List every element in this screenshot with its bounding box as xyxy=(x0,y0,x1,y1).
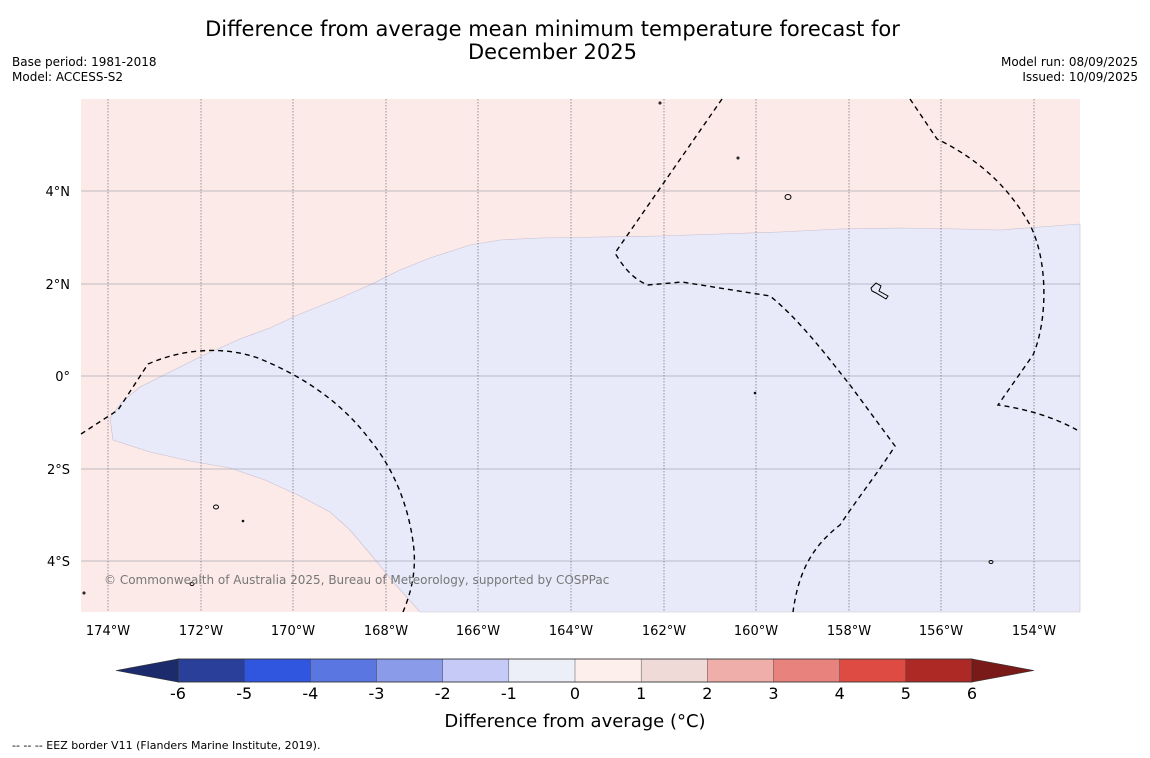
title-line-2: December 2025 xyxy=(467,40,637,64)
longitude-gridlines xyxy=(107,99,1035,612)
lat-label: 4°S xyxy=(47,555,70,570)
colorbar-segment xyxy=(905,658,973,683)
lon-label: 158°W xyxy=(827,624,871,639)
issued-date: Issued: 10/09/2025 xyxy=(1022,70,1138,84)
map-panel xyxy=(80,98,1081,613)
lon-label: 164°W xyxy=(549,624,593,639)
colorbar-segment xyxy=(442,658,510,683)
eez-footnote: -- -- -- EEZ border V11 (Flanders Marine… xyxy=(12,739,321,752)
base-period: Base period: 1981-2018 xyxy=(12,55,157,69)
cool-anomaly-region xyxy=(109,223,1081,613)
colorbar-segment xyxy=(177,658,245,683)
colorbar-high-extension xyxy=(971,658,1035,683)
colorbar-outline xyxy=(177,658,973,683)
colorbar-segment xyxy=(839,658,907,683)
lat-label: 0° xyxy=(55,370,70,385)
map-title: Difference from average mean minimum tem… xyxy=(200,18,905,64)
meta-right: Model run: 08/09/2025 Issued: 10/09/2025 xyxy=(1001,55,1138,85)
colorbar-tick-label: 2 xyxy=(702,684,712,703)
colorbar-segment xyxy=(243,658,312,683)
lon-label: 154°W xyxy=(1012,624,1056,639)
colorbar-label: Difference from average (°C) xyxy=(444,711,705,732)
colorbar-tick-label: 1 xyxy=(636,684,646,703)
colorbar-segment xyxy=(640,658,709,683)
colorbar-tick-label: 6 xyxy=(967,684,977,703)
meta-left: Base period: 1981-2018 Model: ACCESS-S2 xyxy=(12,55,157,85)
model-name: Model: ACCESS-S2 xyxy=(12,70,124,84)
colorbar-tick-label: -3 xyxy=(369,684,385,703)
lon-label: 172°W xyxy=(179,624,223,639)
lon-label: 174°W xyxy=(86,624,130,639)
colorbar-low-extension xyxy=(115,658,179,683)
colorbar-segment xyxy=(508,658,576,683)
colorbar-tick-labels: -6 -5 -4 -3 -2 -1 0 1 2 3 4 5 6 xyxy=(170,684,977,703)
lon-label: 170°W xyxy=(271,624,315,639)
colorbar-tick-label: 0 xyxy=(570,684,580,703)
colorbar-tick-label: 5 xyxy=(901,684,911,703)
colorbar-tick-label: -1 xyxy=(501,684,517,703)
islands xyxy=(82,101,994,595)
colorbar-tick-label: -4 xyxy=(302,684,318,703)
lon-label: 166°W xyxy=(456,624,500,639)
lat-label: 2°S xyxy=(47,463,70,478)
colorbar-tick-label: -5 xyxy=(236,684,252,703)
colorbar-segment xyxy=(310,658,378,683)
model-run: Model run: 08/09/2025 xyxy=(1000,55,1138,69)
title-line-1: Difference from average mean minimum tem… xyxy=(205,17,900,41)
lon-label: 160°W xyxy=(734,624,778,639)
colorbar-segment xyxy=(574,658,642,683)
latitude-gridlines xyxy=(81,190,1080,562)
lat-label: 4°N xyxy=(46,185,71,200)
colorbar-segment xyxy=(376,658,444,683)
lon-label: 162°W xyxy=(642,624,686,639)
lon-label: 168°W xyxy=(364,624,408,639)
colorbar-segment xyxy=(707,658,775,683)
colorbar-tick-label: -2 xyxy=(435,684,451,703)
lat-label: 2°N xyxy=(46,278,71,293)
colorbar-tick-label: 3 xyxy=(768,684,778,703)
colorbar-tick-label: -6 xyxy=(170,684,186,703)
colorbar-segments xyxy=(177,658,973,683)
lon-tick-labels: 174°W 172°W 170°W 168°W 166°W 164°W 162°… xyxy=(86,624,1056,639)
eez-borders xyxy=(80,98,1078,613)
colorbar-tick-label: 4 xyxy=(835,684,845,703)
copyright-notice: © Commonwealth of Australia 2025, Bureau… xyxy=(104,573,609,587)
colorbar-segment xyxy=(773,658,841,683)
colorbar: -6 -5 -4 -3 -2 -1 0 1 2 3 4 5 6 Difference from aver… xyxy=(115,658,1035,732)
lat-tick-labels: 4°N 2°N 0° 2°S 4°S xyxy=(46,185,71,570)
lon-label: 156°W xyxy=(919,624,963,639)
